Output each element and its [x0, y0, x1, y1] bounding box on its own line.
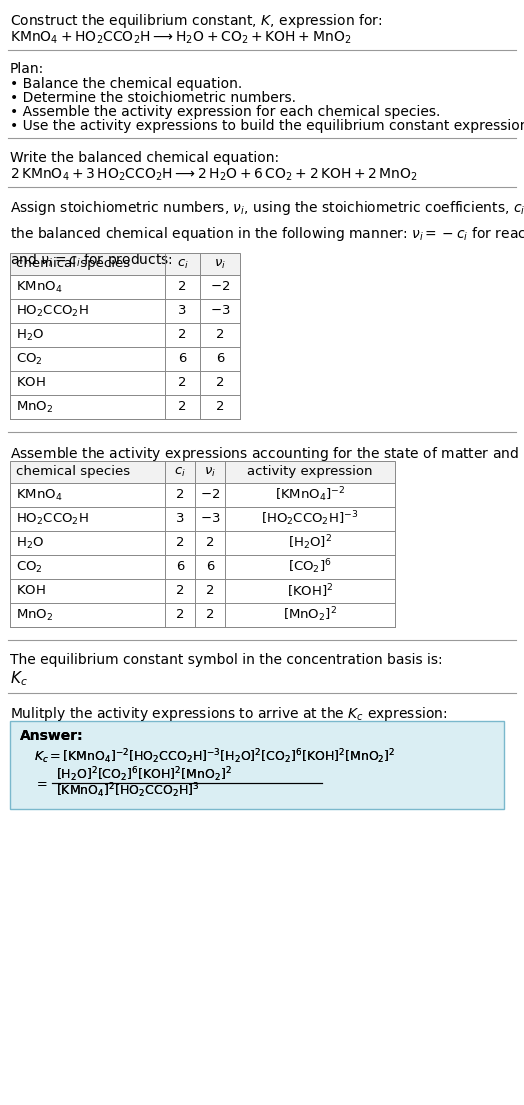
Text: Mulitply the activity expressions to arrive at the $K_c$ expression:: Mulitply the activity expressions to arr…: [10, 705, 447, 723]
Text: 2: 2: [176, 488, 184, 502]
Text: $-3$: $-3$: [210, 305, 230, 317]
Text: $\nu_i$: $\nu_i$: [204, 465, 216, 478]
Text: 3: 3: [176, 513, 184, 526]
Text: Plan:: Plan:: [10, 62, 44, 76]
Text: $\mathrm{HO_2CCO_2H}$: $\mathrm{HO_2CCO_2H}$: [16, 304, 89, 318]
Text: $\mathrm{KMnO_4}$: $\mathrm{KMnO_4}$: [16, 280, 62, 295]
Text: Assign stoichiometric numbers, $\nu_i$, using the stoichiometric coefficients, $: Assign stoichiometric numbers, $\nu_i$, …: [10, 199, 524, 269]
Text: 2: 2: [206, 585, 214, 598]
Text: $=$: $=$: [34, 777, 48, 789]
Text: $K_c = [\mathrm{KMnO_4}]^{-2}[\mathrm{HO_2CCO_2H}]^{-3}[\mathrm{H_2O}]^{2}[\math: $K_c = [\mathrm{KMnO_4}]^{-2}[\mathrm{HO…: [34, 747, 396, 766]
Text: 2: 2: [176, 537, 184, 549]
Text: $\mathrm{H_2O}$: $\mathrm{H_2O}$: [16, 327, 44, 343]
Text: Answer:: Answer:: [20, 729, 84, 743]
Text: 6: 6: [206, 560, 214, 573]
Bar: [10, 720, 504, 809]
Text: $[\mathrm{HO_2CCO_2H}]^{-3}$: $[\mathrm{HO_2CCO_2H}]^{-3}$: [261, 509, 359, 528]
Text: $\mathrm{MnO_2}$: $\mathrm{MnO_2}$: [16, 608, 53, 622]
Text: $-2$: $-2$: [200, 488, 220, 502]
Text: $[\mathrm{H_2O}]^{2}[\mathrm{CO_2}]^{6}[\mathrm{KOH}]^{2}[\mathrm{MnO_2}]^{2}$: $[\mathrm{H_2O}]^{2}[\mathrm{CO_2}]^{6}[…: [56, 766, 232, 785]
Text: $2\,\mathrm{KMnO_4} + 3\,\mathrm{HO_2CCO_2H} \longrightarrow 2\,\mathrm{H_2O} + : $2\,\mathrm{KMnO_4} + 3\,\mathrm{HO_2CCO…: [10, 167, 418, 183]
Text: • Determine the stoichiometric numbers.: • Determine the stoichiometric numbers.: [10, 91, 296, 105]
Text: 2: 2: [216, 400, 224, 413]
Text: $K_c = [\mathrm{KMnO_4}]^{-2}[\mathrm{HO_2CCO_2H}]^{-3}[\mathrm{H_2O}]^{2}[\math: $K_c = [\mathrm{KMnO_4}]^{-2}[\mathrm{HO…: [34, 747, 396, 766]
Text: 2: 2: [178, 400, 187, 413]
Text: 2: 2: [206, 609, 214, 621]
Text: activity expression: activity expression: [247, 465, 373, 478]
Text: $c_i$: $c_i$: [174, 465, 186, 478]
Text: $\mathrm{H_2O}$: $\mathrm{H_2O}$: [16, 536, 44, 550]
Text: $\mathrm{CO_2}$: $\mathrm{CO_2}$: [16, 559, 43, 575]
Text: 2: 2: [178, 328, 187, 341]
Text: $-2$: $-2$: [210, 281, 230, 294]
Text: $K_c$: $K_c$: [10, 669, 28, 687]
Text: 2: 2: [216, 377, 224, 389]
Bar: [10, 461, 395, 483]
Text: $[\mathrm{KOH}]^{2}$: $[\mathrm{KOH}]^{2}$: [287, 582, 333, 600]
Text: 6: 6: [176, 560, 184, 573]
Text: $=$: $=$: [34, 777, 48, 789]
Text: $[\mathrm{KMnO_4}]^{2}[\mathrm{HO_2CCO_2H}]^{3}$: $[\mathrm{KMnO_4}]^{2}[\mathrm{HO_2CCO_2…: [56, 781, 199, 800]
Text: Write the balanced chemical equation:: Write the balanced chemical equation:: [10, 151, 279, 165]
Bar: [10, 253, 240, 419]
Text: $\mathrm{HO_2CCO_2H}$: $\mathrm{HO_2CCO_2H}$: [16, 512, 89, 527]
Text: • Use the activity expressions to build the equilibrium constant expression.: • Use the activity expressions to build …: [10, 119, 524, 133]
Text: • Assemble the activity expression for each chemical species.: • Assemble the activity expression for e…: [10, 105, 440, 119]
Text: $\mathrm{KOH}$: $\mathrm{KOH}$: [16, 585, 46, 598]
Text: $[\mathrm{H_2O}]^{2}[\mathrm{CO_2}]^{6}[\mathrm{KOH}]^{2}[\mathrm{MnO_2}]^{2}$: $[\mathrm{H_2O}]^{2}[\mathrm{CO_2}]^{6}[…: [56, 766, 232, 785]
Text: 2: 2: [178, 377, 187, 389]
Text: $\mathrm{KMnO_4}$: $\mathrm{KMnO_4}$: [16, 487, 62, 503]
Text: $[\mathrm{KMnO_4}]^{-2}$: $[\mathrm{KMnO_4}]^{-2}$: [275, 486, 345, 504]
Text: $\mathrm{KMnO_4} + \mathrm{HO_2CCO_2H} \longrightarrow \mathrm{H_2O} + \mathrm{C: $\mathrm{KMnO_4} + \mathrm{HO_2CCO_2H} \…: [10, 30, 352, 46]
Text: $[\mathrm{KMnO_4}]^{2}[\mathrm{HO_2CCO_2H}]^{3}$: $[\mathrm{KMnO_4}]^{2}[\mathrm{HO_2CCO_2…: [56, 781, 199, 800]
Text: 6: 6: [178, 352, 187, 366]
Text: The equilibrium constant symbol in the concentration basis is:: The equilibrium constant symbol in the c…: [10, 653, 443, 667]
Text: • Balance the chemical equation.: • Balance the chemical equation.: [10, 77, 242, 91]
Text: Answer:: Answer:: [20, 729, 84, 743]
Bar: [10, 253, 240, 275]
Text: $-3$: $-3$: [200, 513, 220, 526]
Text: 3: 3: [178, 305, 187, 317]
Text: 6: 6: [216, 352, 224, 366]
Text: Assemble the activity expressions accounting for the state of matter and $\nu_i$: Assemble the activity expressions accoun…: [10, 445, 524, 463]
Text: $\nu_i$: $\nu_i$: [214, 257, 226, 271]
Text: $\mathrm{MnO_2}$: $\mathrm{MnO_2}$: [16, 399, 53, 414]
Text: 2: 2: [176, 609, 184, 621]
Text: $[\mathrm{CO_2}]^{6}$: $[\mathrm{CO_2}]^{6}$: [288, 558, 332, 577]
Text: chemical species: chemical species: [16, 465, 130, 478]
Text: $[\mathrm{MnO_2}]^{2}$: $[\mathrm{MnO_2}]^{2}$: [283, 606, 337, 624]
Text: 2: 2: [206, 537, 214, 549]
Text: 2: 2: [176, 585, 184, 598]
Text: $\mathrm{KOH}$: $\mathrm{KOH}$: [16, 377, 46, 389]
Text: $c_i$: $c_i$: [177, 257, 189, 271]
Text: $[\mathrm{H_2O}]^{2}$: $[\mathrm{H_2O}]^{2}$: [288, 534, 332, 552]
Text: 2: 2: [178, 281, 187, 294]
Text: Construct the equilibrium constant, $K$, expression for:: Construct the equilibrium constant, $K$,…: [10, 12, 383, 30]
Text: $\mathrm{CO_2}$: $\mathrm{CO_2}$: [16, 351, 43, 367]
Bar: [10, 461, 395, 627]
Text: chemical species: chemical species: [16, 257, 130, 271]
Text: 2: 2: [216, 328, 224, 341]
